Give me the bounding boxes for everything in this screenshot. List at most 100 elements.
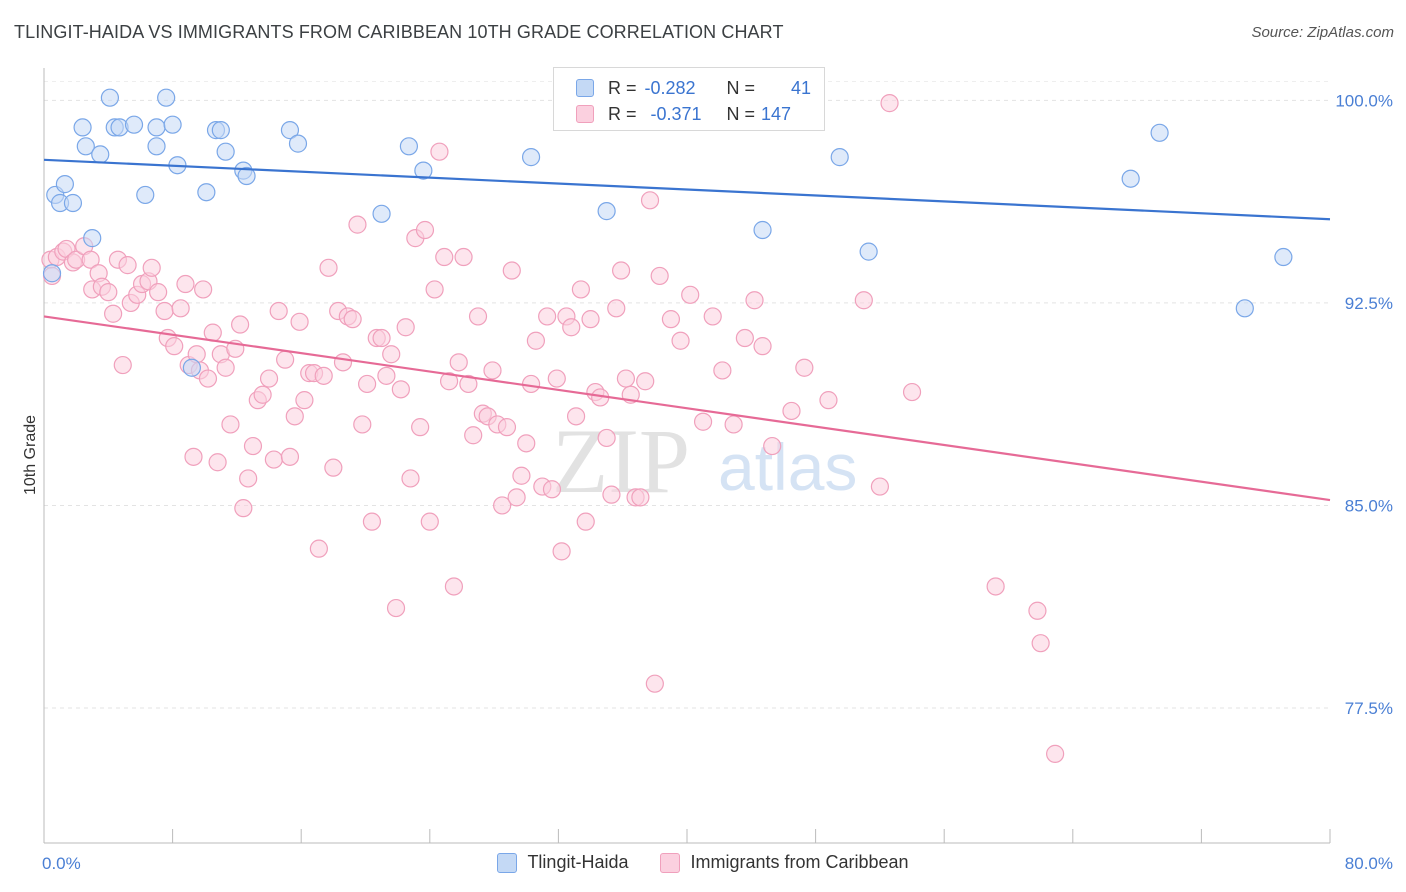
- immigrants-point: [324, 458, 343, 477]
- immigrants-point: [353, 415, 372, 434]
- immigrants-point: [439, 372, 459, 391]
- immigrants-point: [763, 436, 782, 456]
- tlingit-point: [1121, 169, 1140, 188]
- immigrants-point: [538, 307, 557, 326]
- immigrants-point: [231, 315, 250, 334]
- y-tick-label: 100.0%: [1335, 91, 1393, 110]
- legend-r-value-tlingit: -0.282: [644, 77, 696, 98]
- y-tick-label: 77.5%: [1345, 699, 1393, 718]
- immigrants-point: [693, 412, 713, 431]
- tlingit-point: [830, 148, 849, 167]
- legend-n-label: N =: [726, 103, 756, 124]
- immigrants-point: [234, 499, 253, 518]
- immigrants-point: [377, 366, 396, 385]
- bottom-legend-swatch-tlingit: [497, 852, 518, 873]
- tlingit-point: [1235, 299, 1254, 318]
- immigrants-point: [449, 353, 468, 372]
- immigrants-point: [854, 291, 873, 310]
- immigrants-point: [521, 374, 541, 394]
- watermark: ZIP atlas: [552, 410, 857, 512]
- immigrants-point: [415, 220, 435, 240]
- trend-lines: [43, 158, 1331, 502]
- tlingit-point: [1274, 247, 1293, 267]
- immigrants-point: [1028, 601, 1047, 620]
- immigrants-point: [358, 374, 377, 394]
- immigrants-point: [348, 215, 367, 234]
- tlingit-point: [55, 175, 74, 194]
- immigrants-point: [319, 258, 338, 277]
- immigrants-point: [420, 512, 439, 531]
- immigrants-point: [285, 407, 304, 426]
- y-axis-title: 10th Grade: [22, 415, 39, 495]
- immigrants-point: [1031, 634, 1050, 653]
- immigrants-point: [870, 477, 890, 496]
- x-tick-label-max: 80.0%: [1345, 854, 1393, 873]
- tlingit-point: [147, 137, 166, 156]
- immigrants-point: [661, 310, 681, 329]
- immigrants-point: [566, 407, 586, 426]
- immigrants-point: [493, 496, 512, 515]
- tick-labels: 77.5% 85.0% 92.5% 100.0% 0.0% 80.0%: [42, 91, 1393, 873]
- bottom-legend-label-tlingit: Tlingit-Haida: [527, 852, 629, 872]
- immigrants-point: [576, 512, 595, 531]
- tlingit-point: [597, 202, 616, 221]
- immigrants-point: [724, 415, 743, 434]
- immigrants-point: [401, 469, 420, 488]
- immigrants-point: [430, 142, 449, 161]
- immigrants-point: [562, 318, 581, 337]
- tlingit-point: [63, 193, 83, 213]
- bottom-legend-swatch-immigrants: [660, 852, 681, 873]
- immigrants-point: [362, 512, 382, 531]
- immigrants-point: [703, 307, 722, 326]
- immigrants-point: [671, 331, 690, 350]
- immigrants-point: [795, 358, 814, 377]
- immigrants-point: [454, 247, 473, 267]
- x-tick-label-min: 0.0%: [42, 854, 81, 873]
- immigrants-point: [880, 94, 899, 113]
- immigrants-point: [276, 350, 295, 369]
- series-immigrants-points: [41, 94, 1065, 763]
- immigrants-point: [309, 539, 328, 558]
- immigrants-point: [782, 401, 801, 421]
- tlingit-point: [372, 204, 391, 223]
- immigrants-point: [269, 301, 288, 321]
- immigrants-point: [155, 301, 174, 321]
- immigrants-point: [745, 291, 764, 310]
- immigrants-point: [640, 191, 660, 210]
- legend-swatch-immigrants: [576, 105, 594, 123]
- immigrants-point: [239, 469, 258, 488]
- immigrants-point: [372, 328, 391, 348]
- immigrants-point: [713, 361, 732, 380]
- legend-n-label: N =: [726, 77, 756, 98]
- immigrants-point: [386, 598, 406, 618]
- watermark-atlas: atlas: [718, 430, 857, 504]
- immigrants-point: [382, 345, 401, 364]
- legend-row-tlingit: R = -0.282 N = 41: [576, 76, 811, 100]
- immigrants-point: [468, 307, 488, 326]
- immigrants-point: [208, 453, 227, 472]
- immigrants-point: [149, 283, 168, 302]
- immigrants-point: [497, 418, 517, 437]
- tlingit-point: [197, 183, 216, 202]
- tlingit-point: [414, 161, 433, 180]
- legend-r-label: R =: [608, 103, 637, 124]
- immigrants-point: [396, 318, 415, 337]
- immigrants-point: [198, 369, 218, 388]
- immigrants-point: [259, 369, 279, 388]
- immigrants-point: [343, 310, 362, 329]
- tlingit-point: [147, 118, 166, 137]
- immigrants-point: [512, 466, 531, 485]
- tlingit-point: [136, 185, 155, 205]
- immigrants-point: [547, 369, 566, 388]
- immigrants-point: [253, 385, 272, 404]
- watermark-zip: ZIP: [552, 410, 690, 512]
- series-tlingit-points: [42, 88, 1293, 377]
- legend-n-value-tlingit: 41: [791, 77, 812, 98]
- tlingit-point: [237, 166, 256, 186]
- immigrants-point: [113, 355, 132, 375]
- legend-r-value-immigrants: -0.371: [650, 103, 702, 124]
- tlingit-point: [83, 229, 102, 248]
- immigrants-point: [636, 372, 655, 391]
- immigrants-point: [645, 674, 664, 693]
